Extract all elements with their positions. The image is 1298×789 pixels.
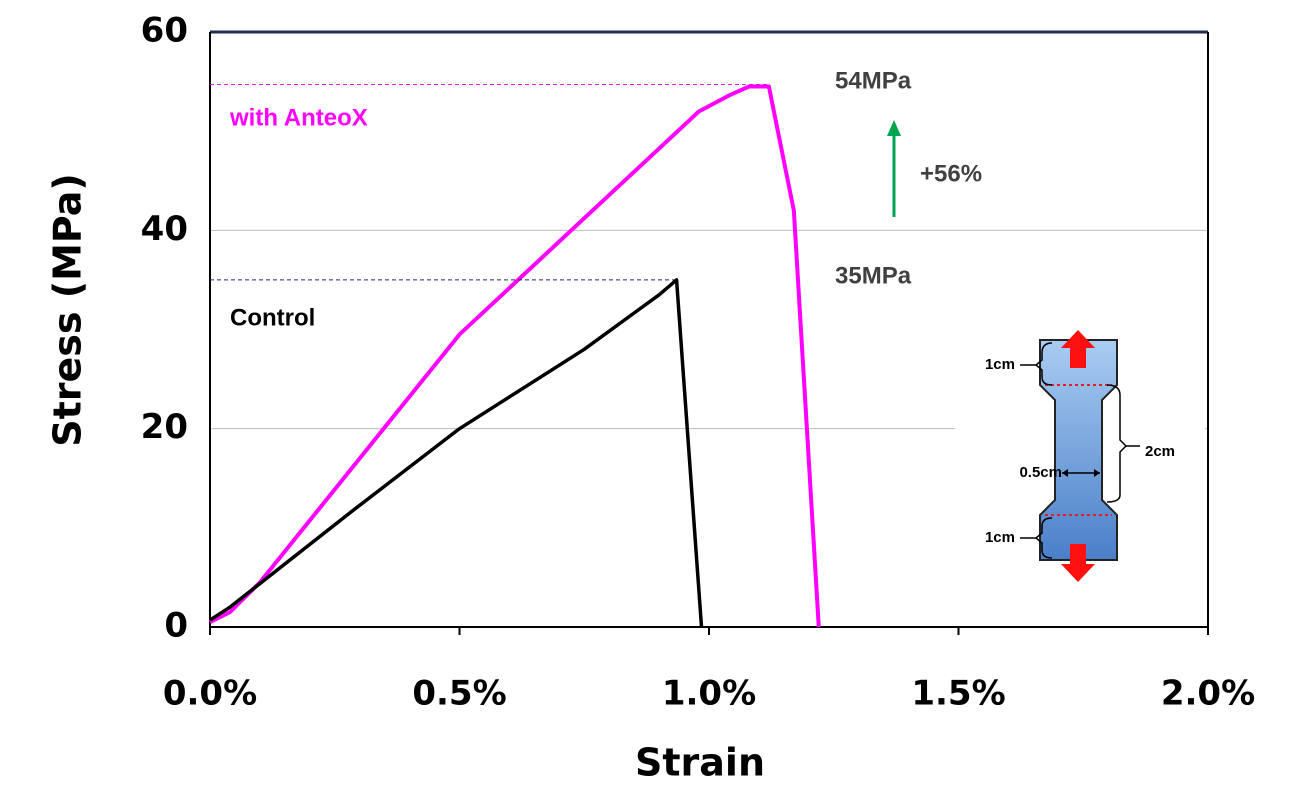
y-axis-title: Stress (MPa) <box>46 173 90 447</box>
y-tick-label: 60 <box>141 11 188 51</box>
y-tick-label: 0 <box>164 606 188 646</box>
annotation: 54MPa <box>835 67 912 94</box>
specimen-inset: 1cm 2cm 0.5cm 1cm <box>955 330 1205 582</box>
increase-arrow-head <box>887 120 901 136</box>
series-line <box>210 87 819 627</box>
series-label: with AnteoX <box>229 104 368 131</box>
x-tick-label: 0.5% <box>412 674 506 714</box>
series-label: Control <box>230 304 315 331</box>
x-tick-label: 1.0% <box>662 674 756 714</box>
y-tick-label: 40 <box>141 209 188 249</box>
y-tick-label: 20 <box>141 407 188 447</box>
inset-label: 1cm <box>985 356 1015 373</box>
series-line <box>210 280 702 627</box>
inset-label: 0.5cm <box>1019 464 1062 481</box>
annotation: +56% <box>920 160 982 187</box>
x-tick-label: 1.5% <box>911 674 1005 714</box>
inset-label: 1cm <box>985 529 1015 546</box>
x-axis-title: Strain <box>635 741 765 785</box>
inset-label: 2cm <box>1145 443 1175 460</box>
chart: Stress (MPa) Strain 0 20 40 60 0.0% 0.5% 1.0% 1… <box>0 0 1298 789</box>
x-tick-label: 0.0% <box>163 674 257 714</box>
x-tick-label: 2.0% <box>1161 674 1255 714</box>
annotation: 35MPa <box>835 262 912 289</box>
